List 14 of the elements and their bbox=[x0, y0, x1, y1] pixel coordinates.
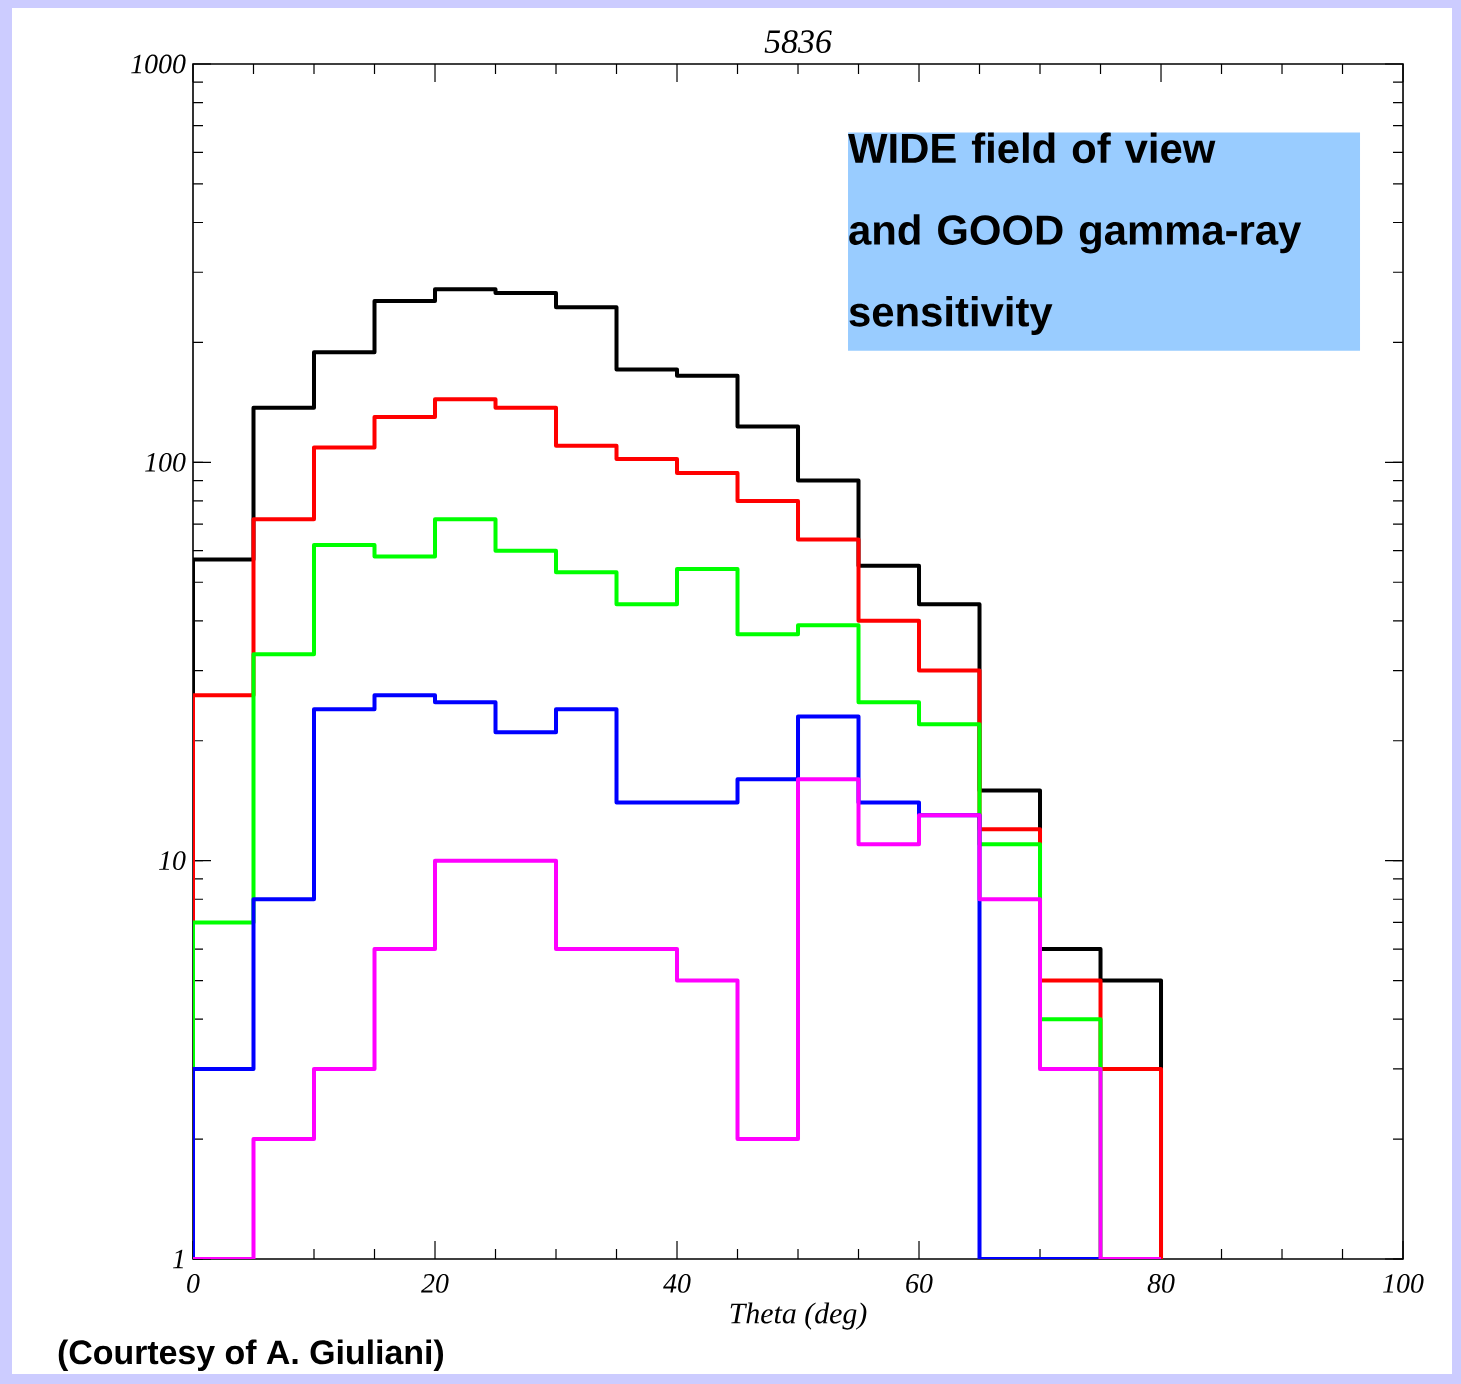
x-tick-label: 40 bbox=[663, 1274, 691, 1293]
chart-title: 5836 bbox=[764, 30, 832, 54]
x-tick-label: 80 bbox=[1147, 1274, 1175, 1293]
text: (Courtesy of A. Giuliani) bbox=[58, 1339, 444, 1372]
y-tick-label: 10 bbox=[159, 851, 186, 871]
x-tick-label: 20 bbox=[421, 1274, 449, 1293]
y-tick-label: 1000 bbox=[131, 54, 186, 74]
x-tick-label: 100 bbox=[1383, 1274, 1424, 1293]
x-tick-label: 0 bbox=[187, 1274, 200, 1293]
text: WIDE field of view and GOOD gamma-ray sensitivity bbox=[848, 132, 1302, 335]
y-tick-label: 100 bbox=[145, 452, 186, 472]
x-tick-label: 60 bbox=[906, 1274, 933, 1293]
y-tick-label: 1 bbox=[173, 1249, 183, 1269]
x-axis-title: Theta (deg) bbox=[730, 1302, 867, 1330]
